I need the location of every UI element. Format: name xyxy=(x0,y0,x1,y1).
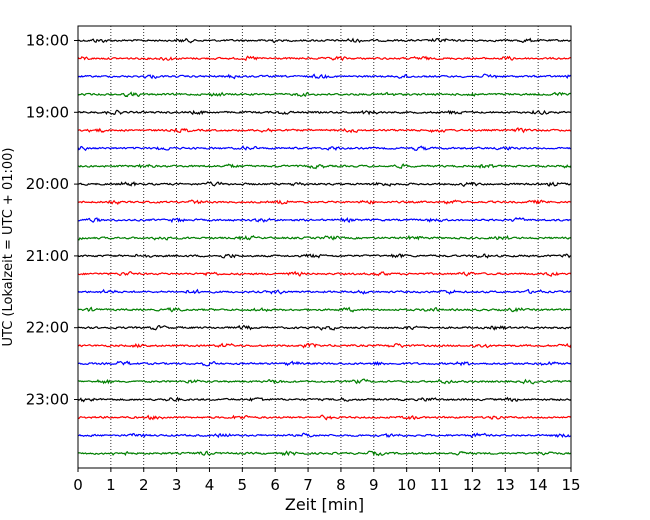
trace-1815 xyxy=(77,73,572,80)
trace-2200 xyxy=(77,342,572,349)
trace-1745 xyxy=(77,37,572,44)
trace-2315 xyxy=(77,432,572,439)
x-axis-label: Zeit [min] xyxy=(285,495,364,514)
x-tick-label: 2 xyxy=(139,476,149,494)
x-tick-label: 11 xyxy=(430,476,449,494)
x-tick-label: 1 xyxy=(106,476,116,494)
trace-1945 xyxy=(77,181,572,188)
x-tick-label: 5 xyxy=(238,476,248,494)
trace-2230 xyxy=(77,378,572,385)
trace-2245 xyxy=(77,396,572,403)
trace-2145 xyxy=(77,324,572,331)
y-tick-label: 19:00 xyxy=(26,103,69,121)
y-tick-label: 23:00 xyxy=(26,391,69,409)
y-axis-ticks: 18:00 19:00 20:00 21:00 22:00 23:00 xyxy=(26,32,78,409)
trace-2045 xyxy=(77,253,572,259)
x-axis-ticks: 0 1 2 3 4 5 6 7 8 9 10 11 12 13 14 15 xyxy=(73,468,581,494)
seismic-traces xyxy=(77,37,572,457)
trace-2215 xyxy=(77,360,572,367)
y-tick-label: 22:00 xyxy=(26,319,69,337)
trace-1915 xyxy=(77,145,572,152)
trace-2030 xyxy=(77,234,572,241)
x-tick-label: 6 xyxy=(270,476,280,494)
x-tick-label: 9 xyxy=(369,476,379,494)
trace-2130 xyxy=(77,306,572,313)
x-tick-label: 7 xyxy=(303,476,313,494)
trace-1845 xyxy=(77,109,571,116)
x-tick-label: 8 xyxy=(336,476,346,494)
x-tick-label: 12 xyxy=(463,476,482,494)
y-axis-label: UTC (Lokalzeit = UTC + 01:00) xyxy=(1,148,16,347)
x-tick-label: 4 xyxy=(205,476,215,494)
y-tick-label: 20:00 xyxy=(26,175,69,193)
x-tick-label: 13 xyxy=(496,476,515,494)
trace-1830 xyxy=(77,91,572,98)
x-tick-label: 15 xyxy=(561,476,580,494)
trace-1800 xyxy=(77,55,572,62)
trace-2330 xyxy=(77,450,572,457)
y-tick-label: 18:00 xyxy=(26,32,69,50)
plot-frame xyxy=(77,25,572,469)
trace-2015 xyxy=(77,216,571,224)
vertical-grid xyxy=(110,26,539,468)
x-tick-label: 3 xyxy=(172,476,182,494)
x-tick-label: 0 xyxy=(73,476,83,494)
trace-1930 xyxy=(77,163,572,170)
x-tick-label: 14 xyxy=(529,476,548,494)
x-tick-label: 10 xyxy=(397,476,416,494)
trace-2000 xyxy=(77,199,572,206)
trace-1900 xyxy=(77,127,572,134)
trace-2300 xyxy=(77,414,572,421)
y-tick-label: 21:00 xyxy=(26,247,69,265)
trace-2100 xyxy=(77,270,572,277)
trace-2115 xyxy=(77,288,572,295)
